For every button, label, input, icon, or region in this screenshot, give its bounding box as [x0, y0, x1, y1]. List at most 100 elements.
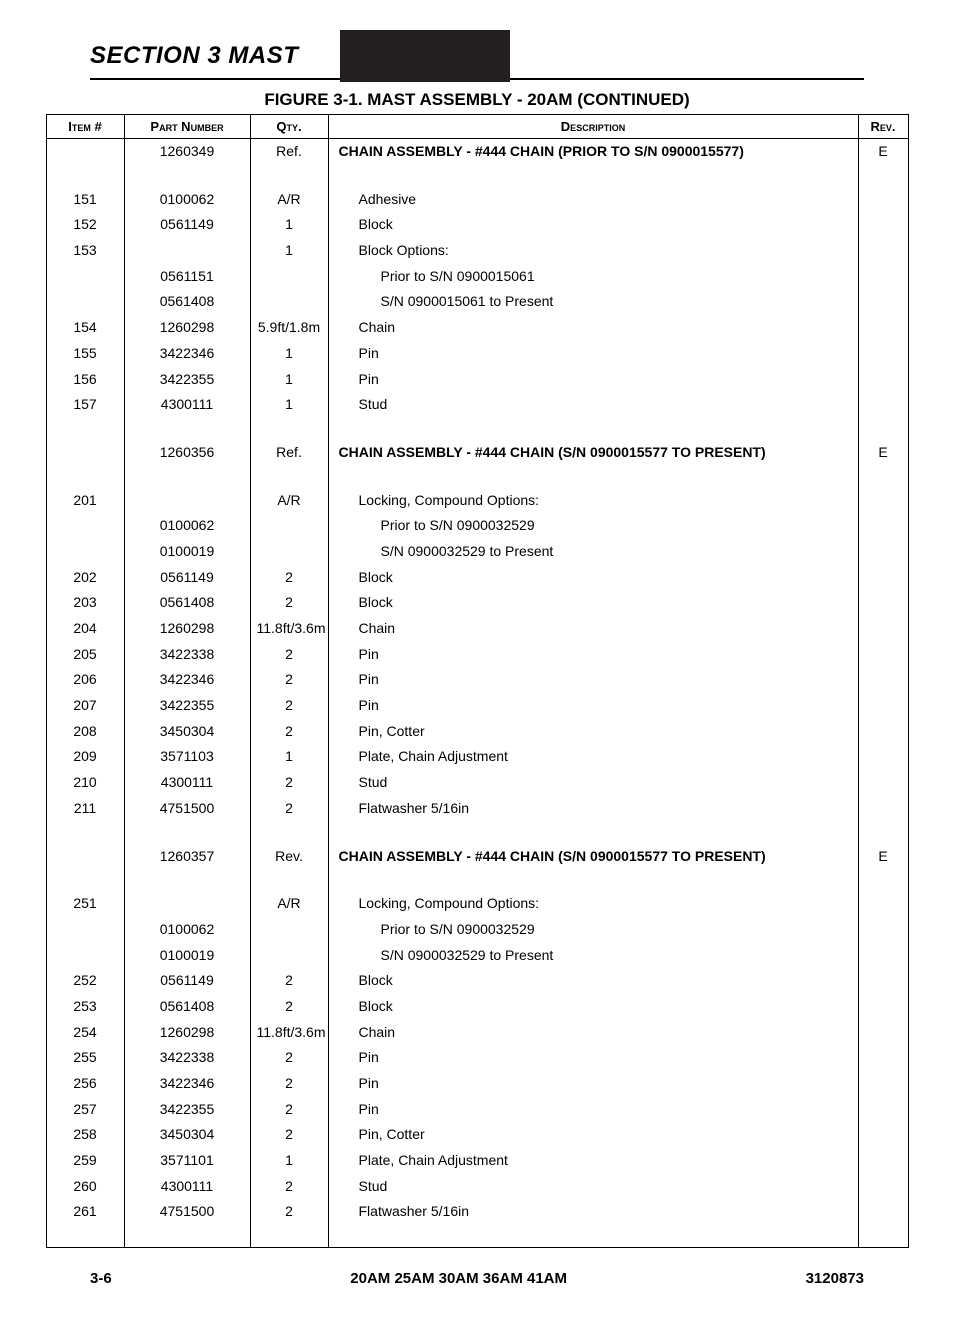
cell-part: 1260356 — [124, 440, 250, 466]
cell-part: 3450304 — [124, 1122, 250, 1148]
cell-part: 3450304 — [124, 719, 250, 745]
cell-desc: Flatwasher 5/16in — [328, 796, 858, 822]
cell-qty — [250, 943, 328, 969]
cell-rev — [858, 1020, 908, 1046]
cell-qty — [250, 513, 328, 539]
cell-qty: 2 — [250, 719, 328, 745]
empty-cell — [250, 1225, 328, 1247]
cell-rev — [858, 1174, 908, 1200]
empty-cell — [46, 1225, 124, 1247]
cell-qty: 2 — [250, 994, 328, 1020]
cell-rev — [858, 770, 908, 796]
cell-qty: 5.9ft/1.8m — [250, 315, 328, 341]
cell-part: 3422338 — [124, 1045, 250, 1071]
cell-desc: Block — [328, 565, 858, 591]
table-row: 25534223382Pin — [46, 1045, 908, 1071]
cell-part — [124, 488, 250, 514]
cell-desc: Prior to S/N 0900032529 — [328, 917, 858, 943]
cell-rev — [858, 539, 908, 565]
cell-item: 210 — [46, 770, 124, 796]
cell-rev — [858, 264, 908, 290]
cell-rev — [858, 642, 908, 668]
cell-item: 261 — [46, 1199, 124, 1225]
cell-item: 251 — [46, 891, 124, 917]
cell-part: 4300111 — [124, 1174, 250, 1200]
cell-part: 0100062 — [124, 513, 250, 539]
cell-rev — [858, 796, 908, 822]
cell-qty: 1 — [250, 367, 328, 393]
cell-part: 0561151 — [124, 264, 250, 290]
cell-qty: A/R — [250, 488, 328, 514]
cell-qty: Ref. — [250, 440, 328, 466]
cell-item — [46, 513, 124, 539]
cell-desc: Plate, Chain Adjustment — [328, 744, 858, 770]
table-row: 20634223462Pin — [46, 667, 908, 693]
cell-desc: CHAIN ASSEMBLY - #444 CHAIN (S/N 0900015… — [328, 844, 858, 870]
table-row: 25834503042Pin, Cotter — [46, 1122, 908, 1148]
table-row: 254126029811.8ft/3.6mChain — [46, 1020, 908, 1046]
cell-desc: S/N 0900032529 to Present — [328, 943, 858, 969]
cell-part: 3422346 — [124, 341, 250, 367]
cell-rev — [858, 744, 908, 770]
cell-part: 0100019 — [124, 943, 250, 969]
cell-part: 3571103 — [124, 744, 250, 770]
cell-rev — [858, 513, 908, 539]
table-row: 26147515002Flatwasher 5/16in — [46, 1199, 908, 1225]
cell-desc: Pin — [328, 667, 858, 693]
cell-desc: Stud — [328, 392, 858, 418]
cell-item — [46, 264, 124, 290]
empty-cell — [328, 165, 858, 187]
cell-item: 154 — [46, 315, 124, 341]
cell-rev — [858, 667, 908, 693]
cell-item: 201 — [46, 488, 124, 514]
cell-desc: Plate, Chain Adjustment — [328, 1148, 858, 1174]
cell-part: 0561149 — [124, 212, 250, 238]
cell-qty: 2 — [250, 1122, 328, 1148]
cell-qty: A/R — [250, 891, 328, 917]
cell-rev — [858, 1199, 908, 1225]
table-row — [46, 165, 908, 187]
cell-part: 0561149 — [124, 968, 250, 994]
cell-rev — [858, 392, 908, 418]
empty-cell — [250, 822, 328, 844]
cell-desc: Pin — [328, 693, 858, 719]
table-row: 0100019 S/N 0900032529 to Present — [46, 943, 908, 969]
cell-item: 157 — [46, 392, 124, 418]
cell-part: 3422346 — [124, 1071, 250, 1097]
empty-cell — [250, 418, 328, 440]
col-header-part: Part Number — [124, 115, 250, 139]
cell-desc: Prior to S/N 0900015061 — [328, 264, 858, 290]
cell-part: 4751500 — [124, 1199, 250, 1225]
table-row: 1260356Ref.CHAIN ASSEMBLY - #444 CHAIN (… — [46, 440, 908, 466]
cell-qty: 2 — [250, 642, 328, 668]
cell-item — [46, 539, 124, 565]
cell-rev — [858, 289, 908, 315]
cell-qty: 2 — [250, 1071, 328, 1097]
cell-part: 0561149 — [124, 565, 250, 591]
cell-item: 202 — [46, 565, 124, 591]
cell-item: 207 — [46, 693, 124, 719]
cell-item: 211 — [46, 796, 124, 822]
empty-cell — [124, 1225, 250, 1247]
cell-rev — [858, 212, 908, 238]
cell-rev — [858, 968, 908, 994]
cell-desc: CHAIN ASSEMBLY - #444 CHAIN (PRIOR TO S/… — [328, 139, 858, 165]
cell-desc: Chain — [328, 616, 858, 642]
table-row: 15634223551Pin — [46, 367, 908, 393]
cell-qty: A/R — [250, 187, 328, 213]
cell-rev — [858, 616, 908, 642]
cell-rev — [858, 943, 908, 969]
table-row: 1260357Rev.CHAIN ASSEMBLY - #444 CHAIN (… — [46, 844, 908, 870]
cell-item — [46, 943, 124, 969]
cell-qty: 1 — [250, 212, 328, 238]
empty-cell — [858, 418, 908, 440]
cell-desc: Block — [328, 590, 858, 616]
cell-part: 0100019 — [124, 539, 250, 565]
cell-desc: Block Options: — [328, 238, 858, 264]
table-row: 20305614082Block — [46, 590, 908, 616]
empty-cell — [328, 1225, 858, 1247]
cell-part: 0100062 — [124, 187, 250, 213]
col-header-desc: Description — [328, 115, 858, 139]
cell-part: 0561408 — [124, 994, 250, 1020]
empty-cell — [858, 466, 908, 488]
